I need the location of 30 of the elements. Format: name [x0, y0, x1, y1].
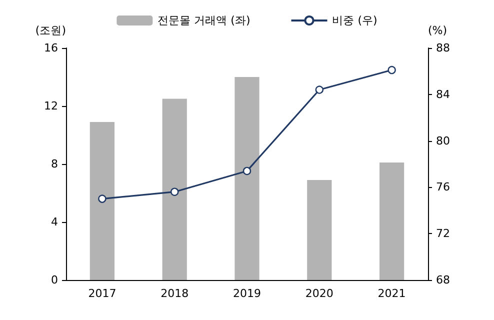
y2-tick-label: 72 [436, 227, 450, 240]
y2-tick-label: 84 [436, 88, 450, 101]
y2-tick-label: 88 [436, 42, 450, 54]
x-tick-label: 2017 [88, 287, 116, 300]
x-tick-label: 2020 [305, 287, 334, 300]
point [170, 188, 179, 196]
point [98, 194, 106, 203]
legend-label: 비중 (우) [332, 14, 378, 27]
y2-tick-label: 76 [436, 180, 450, 194]
y2-tick-label: 80 [436, 134, 450, 148]
bar [162, 98, 187, 280]
y-axis-title: (조원) [35, 24, 66, 37]
y2-tick-label: 68 [436, 274, 450, 286]
y-tick-label: 8 [51, 158, 58, 170]
point [242, 166, 252, 176]
x-tick-label: 2019 [233, 287, 261, 300]
point [315, 86, 324, 94]
x-tick-label: 2018 [160, 287, 189, 300]
y-tick-label: 12 [44, 100, 58, 112]
y-tick-label: 4 [51, 216, 58, 228]
y-tick-label: 0 [51, 274, 58, 286]
bar [90, 122, 115, 280]
bar [234, 77, 260, 280]
y2-axis-title: (%) [428, 24, 448, 37]
bar [379, 162, 404, 280]
x-tick-label: 2021 [378, 287, 406, 300]
point [388, 66, 396, 74]
y-tick-label: 16 [44, 42, 58, 54]
legend-label: 전문몰 거래액 (좌) [158, 14, 250, 27]
bar [307, 180, 332, 280]
